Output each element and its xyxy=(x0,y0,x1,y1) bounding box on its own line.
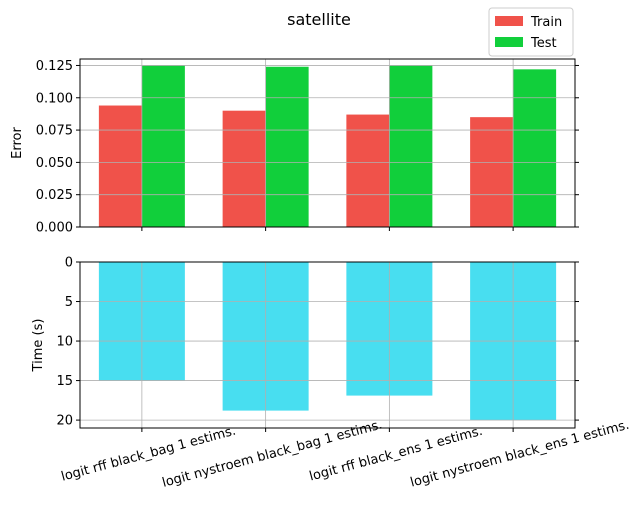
bar-train-3 xyxy=(346,114,390,227)
y-tick-label: 0.025 xyxy=(36,188,73,203)
legend-swatch-train xyxy=(495,16,523,26)
y-tick-label: 0 xyxy=(65,256,73,271)
legend-label-train: Train xyxy=(530,15,562,30)
bar-test-4 xyxy=(513,69,557,227)
bar-train-1 xyxy=(98,105,142,227)
bar-test-3 xyxy=(389,65,433,227)
y-tick-label: 10 xyxy=(56,335,73,350)
y-tick-label: 0.100 xyxy=(36,91,73,106)
bar-test-1 xyxy=(141,65,185,227)
error-panel: 0.000 0.025 0.050 0.075 0.100 0.125 Error xyxy=(10,58,579,236)
time-panel: 0 5 10 15 20 Time (s) xyxy=(31,256,579,432)
bar-train-2 xyxy=(222,110,266,227)
y-tick-label: 20 xyxy=(56,414,73,429)
legend-label-test: Test xyxy=(530,36,557,51)
bar-train-4 xyxy=(470,117,514,227)
chart-title: satellite xyxy=(287,10,351,29)
y-tick-label: 0.125 xyxy=(36,59,73,74)
legend: Train Test xyxy=(488,7,574,57)
bar-test-2 xyxy=(265,66,309,227)
plot-frame xyxy=(79,58,576,228)
plot-frame xyxy=(79,261,576,429)
x-tick-label-4: logit nystroem black_ens 1 estims. xyxy=(409,418,631,491)
y-tick-label: 15 xyxy=(56,374,73,389)
legend-swatch-test xyxy=(495,37,523,47)
y-axis-label-error: Error xyxy=(10,127,25,159)
y-tick-label: 5 xyxy=(65,295,73,310)
y-axis-label-time: Time (s) xyxy=(31,319,46,373)
y-tick-label: 0.075 xyxy=(36,124,73,139)
y-tick-label: 0.050 xyxy=(36,156,73,171)
y-tick-label: 0.000 xyxy=(36,221,73,236)
